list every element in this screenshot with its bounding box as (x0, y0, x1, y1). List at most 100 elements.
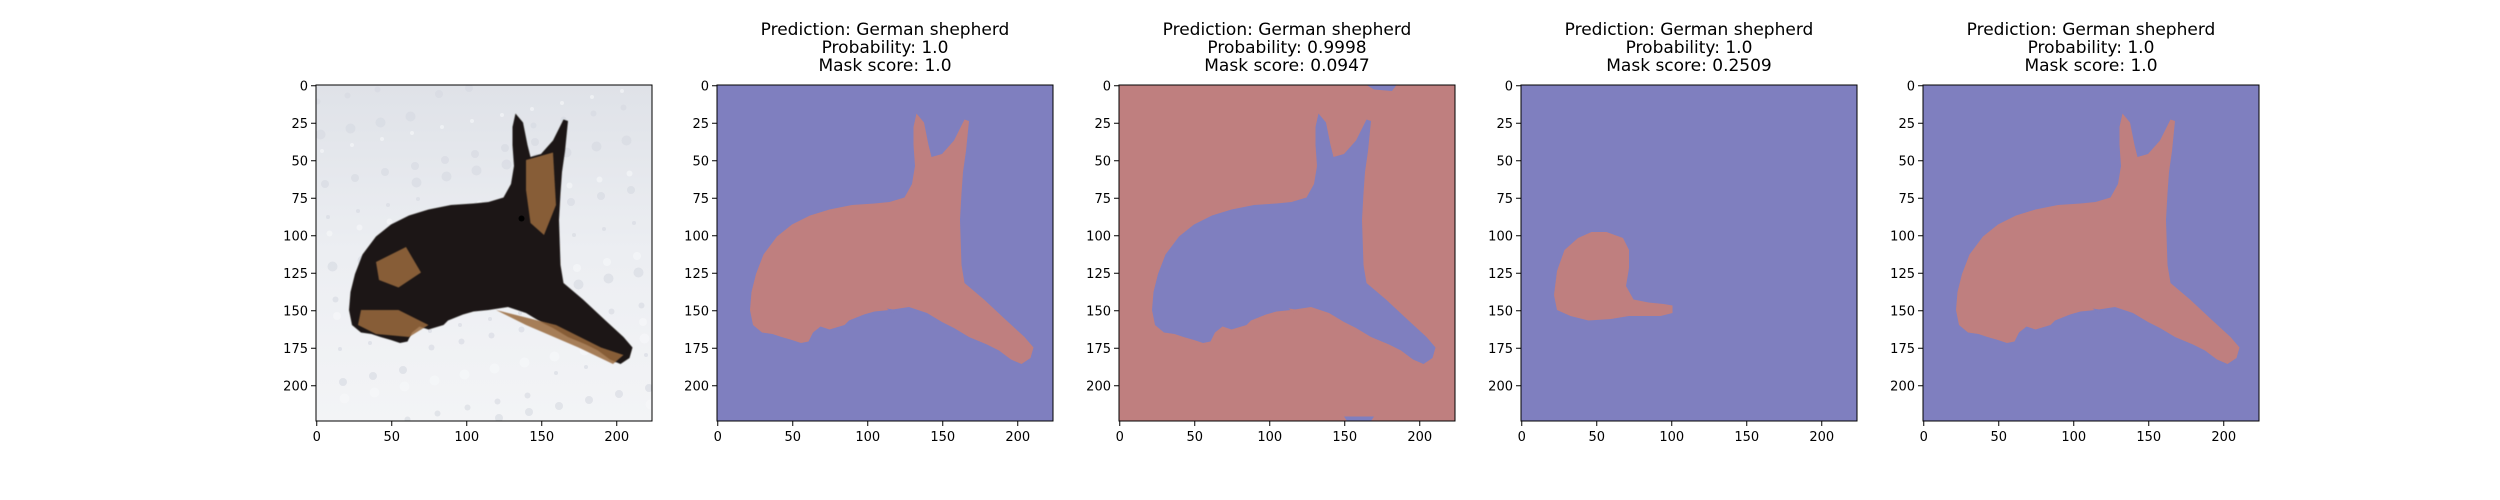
panel-title-line: Probability: 1.0 (1626, 38, 1753, 58)
y-tick-label: 200 (1890, 379, 1915, 394)
dog-fur-patch (358, 310, 429, 337)
y-tick-label: 175 (684, 342, 709, 357)
y-tick-label: 25 (692, 117, 709, 132)
y-tick-label: 175 (1086, 342, 1111, 357)
y-tick-label: 75 (1496, 192, 1513, 207)
y-tick-label: 75 (1094, 192, 1111, 207)
mask-edge-fragment (1366, 85, 1397, 91)
y-tick-label: 175 (283, 342, 308, 357)
mask-object-region (1554, 232, 1673, 321)
x-tick-label: 150 (529, 430, 554, 445)
mask-object-region (750, 113, 1034, 364)
y-tick-label: 100 (1890, 229, 1915, 244)
y-tick-label: 100 (283, 229, 308, 244)
mask-object-region (1152, 113, 1436, 364)
y-tick-label: 75 (1898, 192, 1915, 207)
mask-object-region (1956, 113, 2240, 364)
dog-fur-patch (526, 152, 556, 235)
x-tick-label: 100 (1257, 430, 1282, 445)
x-tick-label: 150 (2136, 430, 2161, 445)
x-tick-label: 150 (1332, 430, 1357, 445)
mask-gap (1288, 308, 1299, 313)
x-tick-label: 200 (2211, 430, 2236, 445)
y-tick-label: 125 (1890, 267, 1915, 282)
y-tick-label: 0 (1907, 79, 1915, 94)
panel-5: 0 50 100 150 200 0 25 50 75 100 125 150 175 200 Predic… (1890, 20, 2260, 445)
y-tick-label: 0 (1505, 79, 1513, 94)
x-tick-label: 50 (383, 430, 400, 445)
y-tick-label: 50 (1496, 154, 1513, 169)
y-tick-label: 50 (692, 154, 709, 169)
y-tick-label: 175 (1488, 342, 1513, 357)
y-tick-label: 125 (1086, 267, 1111, 282)
y-tick-label: 0 (300, 79, 308, 94)
y-tick-label: 175 (1890, 342, 1915, 357)
x-tick-label: 0 (714, 430, 722, 445)
y-tick-label: 125 (1488, 267, 1513, 282)
panel-title-line: Prediction: German shepherd (1163, 20, 1412, 40)
y-tick-label: 125 (283, 267, 308, 282)
panel-title-line: Prediction: German shepherd (1967, 20, 2216, 40)
y-tick-label: 75 (291, 192, 308, 207)
panel-4: 0 50 100 150 200 0 25 50 75 100 125 150 175 200 Predic… (1488, 20, 1858, 445)
x-tick-label: 200 (604, 430, 629, 445)
x-tick-label: 200 (1005, 430, 1030, 445)
y-tick-label: 25 (1496, 117, 1513, 132)
y-tick-label: 50 (1898, 154, 1915, 169)
panel-title-line: Mask score: 1.0 (818, 56, 951, 76)
y-tick-label: 150 (1086, 304, 1111, 319)
x-tick-label: 0 (313, 430, 321, 445)
dog-photo (316, 85, 652, 421)
y-tick-label: 150 (1488, 304, 1513, 319)
panel-title-line: Prediction: German shepherd (761, 20, 1010, 40)
y-tick-label: 50 (291, 154, 308, 169)
panel-title-line: Probability: 0.9998 (1207, 38, 1366, 58)
y-tick-label: 50 (1094, 154, 1111, 169)
y-tick-label: 0 (701, 79, 709, 94)
y-tick-label: 200 (1488, 379, 1513, 394)
panel-title-line: Prediction: German shepherd (1565, 20, 1814, 40)
x-tick-label: 150 (930, 430, 955, 445)
y-tick-label: 25 (1898, 117, 1915, 132)
panel-title-line: Probability: 1.0 (822, 38, 949, 58)
y-tick-label: 125 (684, 267, 709, 282)
axes-frame (1118, 84, 1456, 422)
panel-3: 0 50 100 150 200 0 25 50 75 100 125 150 175 200 Predic… (1086, 20, 1456, 445)
x-tick-label: 200 (1407, 430, 1432, 445)
axes-frame (1520, 84, 1858, 422)
mask-edge-fragment (1344, 416, 1374, 421)
y-tick-label: 150 (283, 304, 308, 319)
x-tick-label: 100 (454, 430, 479, 445)
axes-frame (315, 84, 653, 422)
x-tick-label: 50 (784, 430, 801, 445)
x-tick-label: 50 (1588, 430, 1605, 445)
x-tick-label: 0 (1518, 430, 1526, 445)
panel-title-line: Mask score: 1.0 (2024, 56, 2157, 76)
y-tick-label: 200 (684, 379, 709, 394)
dog-nose (518, 215, 525, 222)
y-tick-label: 150 (684, 304, 709, 319)
x-tick-label: 50 (1990, 430, 2007, 445)
y-tick-label: 200 (1086, 379, 1111, 394)
axes-frame (1922, 84, 2260, 422)
x-tick-label: 150 (1734, 430, 1759, 445)
dog-fur-patch (496, 310, 624, 364)
y-tick-label: 100 (1086, 229, 1111, 244)
panel-1: 0 50 100 150 200 0 25 50 75 100 125 150 175 200 (283, 79, 653, 445)
x-tick-label: 0 (1116, 430, 1124, 445)
y-tick-label: 200 (283, 379, 308, 394)
panel-title-line: Probability: 1.0 (2028, 38, 2155, 58)
y-tick-label: 0 (1103, 79, 1111, 94)
panel-2: 0 50 100 150 200 0 25 50 75 100 125 150 175 200 Predic… (684, 20, 1054, 445)
y-tick-label: 75 (692, 192, 709, 207)
axes-frame (716, 84, 1054, 422)
y-tick-label: 25 (1094, 117, 1111, 132)
panel-title-line: Mask score: 0.0947 (1204, 56, 1369, 76)
mask-gap (886, 308, 897, 313)
x-tick-label: 100 (1659, 430, 1684, 445)
x-tick-label: 0 (1920, 430, 1928, 445)
y-tick-label: 25 (291, 117, 308, 132)
y-tick-label: 100 (684, 229, 709, 244)
y-tick-label: 100 (1488, 229, 1513, 244)
